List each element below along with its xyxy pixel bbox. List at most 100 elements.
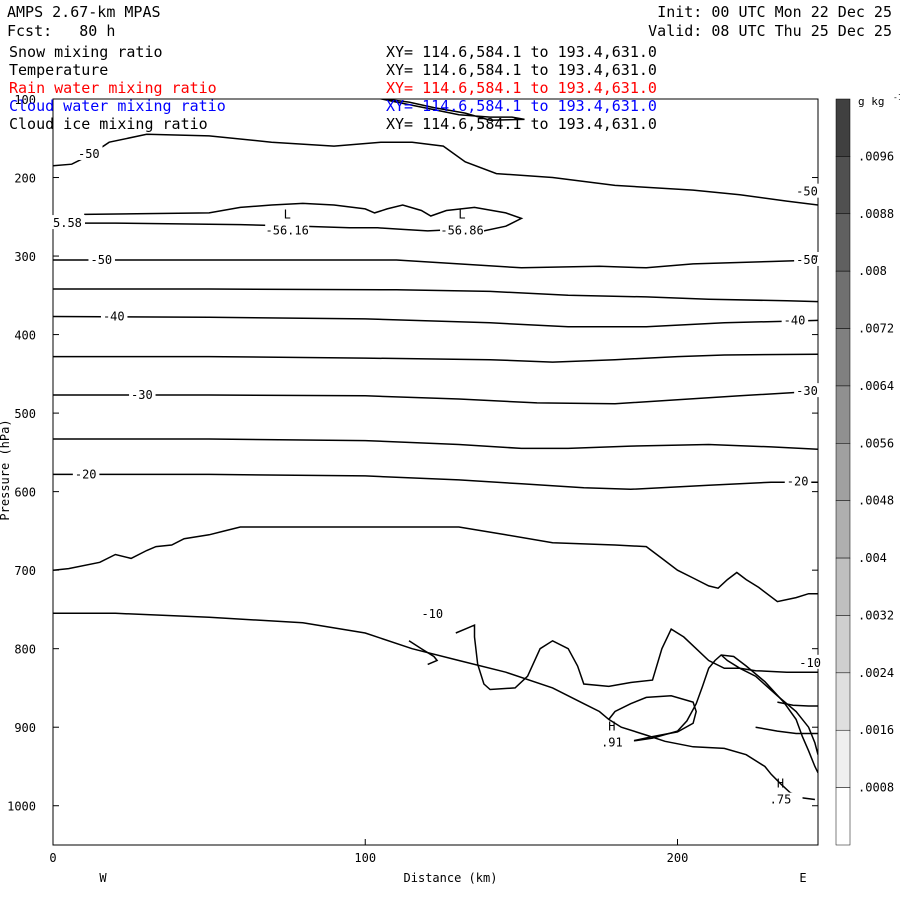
y-tick-label: 200 [14,172,36,186]
colorbar-band [835,213,851,272]
colorbar-band [835,156,851,215]
field-name: Temperature [9,61,109,79]
contour-label: -50 [90,253,112,267]
extremum-value: .91 [601,735,623,749]
colorbar-band [835,270,851,329]
contour-label-bg [419,606,446,621]
colorbar-band [835,98,851,157]
contour-label: -40 [103,310,125,324]
y-tick-label: 800 [14,643,36,657]
contour-label-bg [72,466,100,481]
x-axis-title: Distance (km) [404,871,498,885]
y-tick-label: 400 [14,329,36,343]
contour-label: -40 [784,313,806,327]
field-name: Cloud ice mixing ratio [9,115,208,133]
west-label: W [99,871,107,885]
y-tick-label: 300 [14,250,36,264]
extremum-h: H [777,777,784,791]
contour-label-bg [51,215,85,230]
colorbar-band [835,443,851,501]
contour-label-bg [781,312,809,327]
contour-label-bg [88,251,115,266]
y-tick-label: 500 [14,407,36,421]
contour-label-bg [797,654,824,669]
isotherm-east-lower [755,726,818,735]
field-name: Cloud water mixing ratio [9,97,226,115]
colorbar-label: .008 [858,264,887,278]
y-tick-label: 600 [14,486,36,500]
contour-label: -20 [75,467,97,481]
isotherm--10-left [53,612,815,801]
contour-label-bg [784,473,812,488]
extremum-value-bg [440,223,485,237]
isotherm--40 [53,315,818,328]
field-xy: XY= 114.6,584.1 to 193.4,631.0 [386,97,657,115]
contour-label: 5.58 [53,216,82,230]
extremum-value: -56.16 [266,223,309,237]
field-xy: XY= 114.6,584.1 to 193.4,631.0 [386,115,657,133]
isotherm--20 [53,473,818,491]
contour-label-bg [100,308,128,323]
colorbar-band [835,615,851,674]
extremum-value-bg [265,223,310,237]
colorbar-band [835,672,851,731]
field-name: Rain water mixing ratio [9,79,217,97]
forecast-hour: Fcst: 80 h [7,22,116,40]
contour-label: -30 [796,384,818,398]
isotherm--30 [53,390,818,405]
contour-label: -10 [421,607,443,621]
contour-label-bg [129,387,156,402]
model-title: AMPS 2.67-km MPAS [7,3,161,21]
extremum-value-bg [758,792,803,806]
colorbar-label: .0064 [858,379,894,393]
colorbar-label: .0016 [858,723,894,737]
isotherm-mountain-right [720,654,818,755]
isotherm--10-loop [455,623,818,691]
x-tick-label: 200 [667,851,689,865]
y-tick-label: 1000 [7,800,36,814]
colorbar-band [835,787,851,846]
contour-label: -30 [131,388,153,402]
contour-label: -50 [796,253,818,267]
field-xy: XY= 114.6,584.1 to 193.4,631.0 [386,61,657,79]
contour-label: -20 [787,474,809,488]
extremum-value-bg [589,735,634,749]
contour-label: -50 [796,185,818,199]
field-xy: XY= 114.6,584.1 to 193.4,631.0 [386,43,657,61]
contour-label: -50 [78,147,100,161]
contour-label-bg [794,383,821,398]
colorbar-label: .0056 [858,436,894,450]
colorbar-label: .0096 [858,149,894,163]
extremum-h: H [608,719,615,733]
colorbar-label: .0032 [858,608,894,622]
isotherm--50a [53,133,818,206]
extremum-l: L [284,207,291,221]
y-axis-title: Pressure (hPa) [0,419,12,520]
extremum-l: L [458,207,465,221]
colorbar-band [835,557,851,616]
y-tick-label: 100 [14,93,36,107]
valid-time: Valid: 08 UTC Thu 25 Dec 25 [648,22,892,40]
extremum-value: -56.86 [440,223,483,237]
y-tick-label: 900 [14,721,36,735]
init-time: Init: 00 UTC Mon 22 Dec 25 [657,3,892,21]
colorbar-label: .0072 [858,322,894,336]
y-tick-label: 700 [14,564,36,578]
colorbar-label: .0008 [858,781,894,795]
field-name: Snow mixing ratio [9,43,163,61]
colorbar-band [835,729,851,788]
contour-label-bg [794,183,821,198]
contour-label-bg [794,251,821,266]
contour-label: -10 [799,656,821,670]
east-label: E [799,871,806,885]
contour-label-bg [75,145,103,160]
colorbar-units-exp: -1 [893,93,900,102]
isotherm--55 [53,202,524,232]
isotherm--15 [53,526,818,603]
colorbar-band [835,500,851,559]
isotherm-east-ridge [777,701,818,707]
extremum-value: .75 [770,793,792,807]
colorbar-label: .0048 [858,494,894,508]
colorbar-label: .004 [858,551,887,565]
